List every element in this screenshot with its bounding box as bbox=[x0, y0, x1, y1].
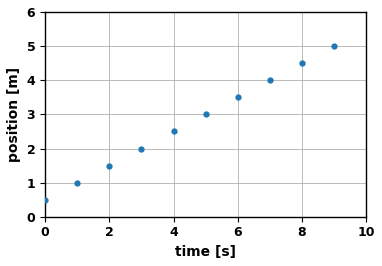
Point bbox=[106, 163, 112, 168]
Point bbox=[74, 181, 80, 185]
Point bbox=[138, 146, 144, 151]
Point bbox=[202, 112, 209, 117]
Point bbox=[42, 198, 48, 202]
Point bbox=[331, 44, 337, 48]
Point bbox=[235, 95, 241, 99]
Point bbox=[267, 78, 273, 82]
Y-axis label: position [m]: position [m] bbox=[7, 67, 21, 162]
Point bbox=[170, 129, 176, 134]
X-axis label: time [s]: time [s] bbox=[175, 245, 236, 259]
Point bbox=[299, 61, 305, 65]
